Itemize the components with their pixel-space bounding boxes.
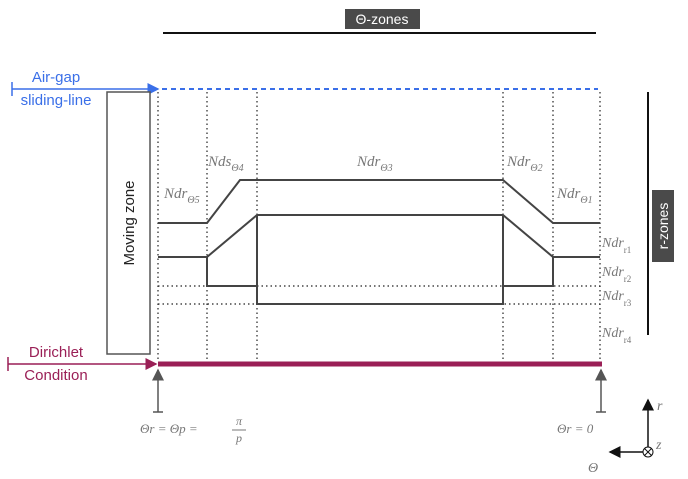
label-ndr-theta3: NdrΘ3: [356, 154, 393, 174]
moving-zone-label: Moving zone: [121, 180, 138, 265]
periodic-boundaries: Θr = Θp = π p Θr = 0: [140, 368, 607, 445]
theta-region-labels: NdrΘ5 NdsΘ4 NdrΘ3 NdrΘ2 NdrΘ1: [163, 154, 593, 206]
label-ndr-theta2: NdrΘ2: [506, 154, 543, 174]
label-ndr-r3: Ndrr3: [601, 289, 632, 308]
outline-right-step: [503, 257, 554, 287]
theta-zones-label-bg: [345, 9, 420, 29]
label-ndr-r4: Ndrr4: [601, 326, 632, 345]
dirichlet-label-line1: Dirichlet: [29, 344, 84, 361]
dirichlet-label-line2: Condition: [24, 367, 87, 384]
zone-boundaries: [157, 92, 601, 362]
z-axis-cross-b: [644, 448, 652, 456]
r-region-labels: Ndrr1 Ndrr2 Ndrr3 Ndrr4: [601, 236, 632, 345]
outline-central-block: [256, 215, 504, 305]
left-boundary-label: Θr = Θp =: [140, 421, 198, 436]
z-axis-label: z: [655, 438, 662, 453]
outline-left-step: [206, 257, 257, 287]
label-ndr-theta5: NdrΘ5: [163, 186, 200, 206]
dirichlet-condition: Dirichlet Condition: [7, 344, 602, 384]
region-outlines: [158, 179, 600, 305]
moving-zone-box: [106, 91, 151, 355]
r-zones-label: r-zones: [655, 203, 671, 250]
r-zones-side: r-zones: [647, 92, 674, 335]
airgap-label-line2: sliding-line: [21, 92, 92, 109]
airgap-label-line1: Air-gap: [32, 69, 80, 86]
right-boundary-label: Θr = 0: [557, 421, 594, 436]
r-axis-label: r: [657, 399, 663, 414]
label-nds-theta4: NdsΘ4: [207, 154, 244, 174]
label-ndr-theta1: NdrΘ1: [556, 186, 593, 206]
r-zones-label-bg: [652, 190, 674, 262]
airgap-sliding-line: Air-gap sliding-line: [11, 69, 598, 109]
left-boundary-p: p: [235, 431, 242, 445]
label-ndr-r1: Ndrr1: [601, 236, 631, 255]
moving-zone: Moving zone: [106, 91, 151, 355]
coordinate-axes: r Θ z: [588, 398, 663, 476]
theta-zones-header: Θ-zones: [163, 9, 596, 34]
theta-axis-label: Θ: [588, 461, 598, 476]
outline-upper: [158, 179, 600, 224]
theta-zones-label: Θ-zones: [356, 11, 409, 27]
left-boundary-pi: π: [236, 414, 243, 428]
label-ndr-r2: Ndrr2: [601, 265, 631, 284]
outline-middle: [158, 214, 600, 258]
